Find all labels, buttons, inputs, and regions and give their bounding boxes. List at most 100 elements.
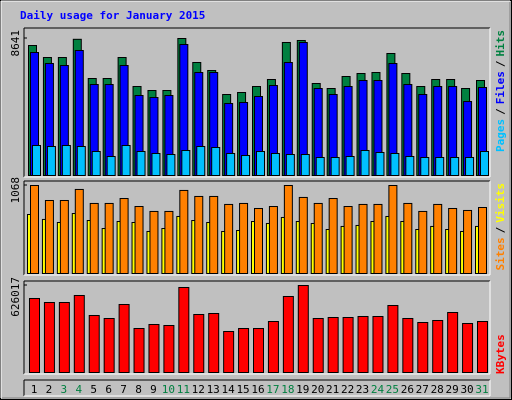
- bar: [209, 195, 219, 274]
- x-tick-label: 3: [61, 383, 68, 396]
- bar: [238, 327, 250, 373]
- bar: [46, 146, 56, 176]
- bar: [360, 149, 370, 176]
- bar: [29, 297, 40, 373]
- bar: [32, 145, 41, 176]
- x-tick-label: 21: [326, 383, 339, 396]
- bar: [373, 203, 383, 274]
- bar: [254, 207, 263, 275]
- bar: [418, 210, 428, 275]
- bar: [149, 210, 159, 275]
- bar: [357, 315, 369, 373]
- x-tick-label: 11: [177, 383, 190, 396]
- legend: Sites / Visits: [494, 183, 507, 271]
- bar: [103, 317, 115, 373]
- bar: [88, 314, 100, 374]
- x-tick-label: 29: [446, 383, 459, 396]
- x-tick-label: 8: [135, 383, 142, 396]
- x-tick-label: 5: [90, 383, 97, 396]
- bar: [166, 154, 176, 177]
- bar: [375, 151, 385, 176]
- bar: [196, 146, 206, 176]
- x-tick-label: 28: [431, 383, 444, 396]
- x-tick-label: 7: [120, 383, 127, 396]
- legend: Pages / Files / Hits: [494, 30, 507, 152]
- legend-entry: Sites: [494, 237, 507, 270]
- bar: [136, 150, 146, 176]
- legend-entry: KBytes: [494, 334, 507, 374]
- bar: [119, 198, 129, 274]
- bar: [58, 301, 70, 374]
- bar: [43, 301, 55, 374]
- x-tick-label: 31: [475, 383, 488, 396]
- bar: [163, 324, 175, 374]
- bar: [118, 303, 130, 373]
- x-tick-label: 25: [386, 383, 399, 396]
- x-tick-label: 4: [75, 383, 82, 396]
- x-tick-label: 2: [46, 383, 53, 396]
- bar: [387, 304, 399, 373]
- x-tick-label: 17: [266, 383, 279, 396]
- bar: [178, 286, 190, 373]
- bar: [480, 150, 489, 176]
- x-tick-label: 16: [251, 383, 264, 396]
- x-tick-label: 10: [162, 383, 175, 396]
- x-tick-label: 20: [311, 383, 324, 396]
- bar: [465, 157, 475, 176]
- bar: [193, 313, 205, 374]
- bar: [164, 210, 174, 275]
- legend-separator: /: [494, 108, 507, 115]
- bar: [417, 321, 429, 373]
- legend-entry: Hits: [494, 30, 507, 57]
- legend-separator: /: [494, 60, 507, 67]
- bar: [224, 203, 234, 274]
- legend-separator: /: [494, 226, 507, 233]
- bar: [283, 185, 293, 274]
- bar: [208, 312, 220, 374]
- bar: [345, 156, 355, 176]
- x-tick-label: 23: [356, 383, 369, 396]
- bar: [133, 327, 145, 373]
- bar: [74, 188, 84, 275]
- legend-entry: Visits: [494, 183, 507, 223]
- legend: KBytes: [494, 334, 507, 374]
- bar: [106, 156, 116, 176]
- bar: [447, 311, 459, 373]
- legend-entry: Pages: [494, 119, 507, 152]
- legend-entry: Files: [494, 71, 507, 104]
- bar: [420, 157, 430, 176]
- x-tick-label: 6: [105, 383, 112, 396]
- x-tick-label: 19: [296, 383, 309, 396]
- bar: [241, 155, 251, 177]
- bar: [315, 157, 325, 176]
- bar: [342, 316, 354, 373]
- bar: [330, 157, 340, 176]
- x-tick-label: 27: [416, 383, 429, 396]
- bar: [267, 320, 279, 374]
- x-tick-label: 9: [150, 383, 157, 396]
- bar: [91, 150, 101, 176]
- x-tick-label: 14: [222, 383, 236, 396]
- bar: [148, 323, 160, 373]
- bar: [211, 147, 221, 177]
- bar: [388, 185, 398, 274]
- bar: [253, 327, 264, 373]
- bar: [343, 206, 353, 274]
- x-tick-label: 24: [371, 383, 385, 396]
- bar: [61, 145, 71, 176]
- bar: [44, 199, 54, 275]
- bar: [390, 152, 400, 176]
- bar: [328, 198, 338, 274]
- x-tick-label: 18: [281, 383, 294, 396]
- bar: [59, 199, 69, 275]
- bar: [432, 319, 444, 374]
- bar: [312, 317, 324, 373]
- y-tick-label: 626017: [9, 277, 22, 317]
- bar: [256, 150, 265, 176]
- bar: [402, 317, 414, 373]
- x-tick-label: 1: [31, 383, 38, 396]
- bar: [268, 206, 278, 274]
- bar: [478, 207, 487, 274]
- bar: [450, 157, 460, 176]
- bar: [121, 145, 131, 176]
